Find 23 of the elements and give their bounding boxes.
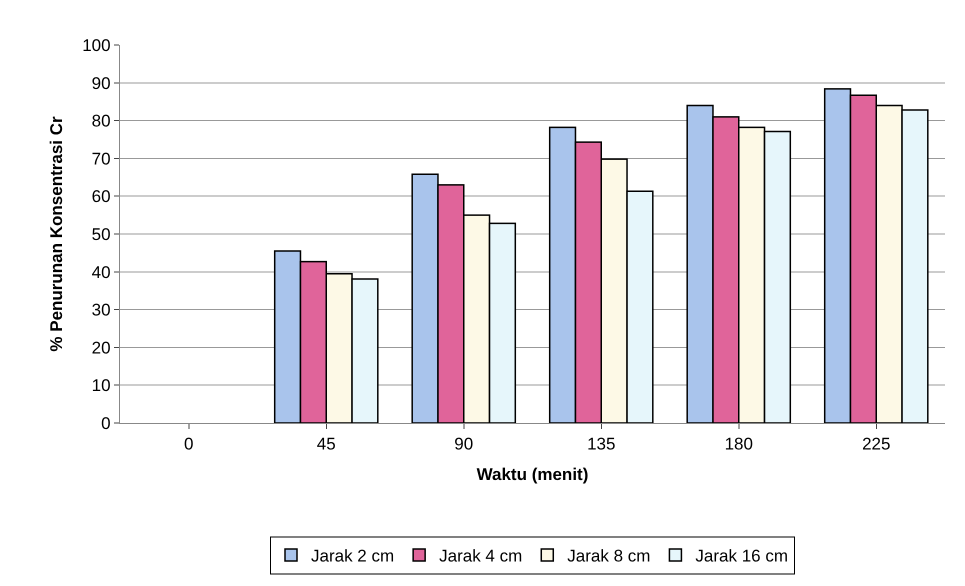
legend-label: Jarak 4 cm — [439, 546, 522, 566]
x-tick-label: 225 — [862, 434, 890, 454]
y-tick-label: 70 — [92, 149, 111, 168]
x-axis-title: Waktu (menit) — [476, 464, 588, 484]
y-tick-label: 80 — [92, 112, 111, 131]
x-tick-label: 0 — [184, 434, 194, 454]
y-tick-label: 60 — [92, 187, 111, 206]
x-tick-label: 90 — [454, 434, 474, 454]
y-tick-label: 30 — [92, 300, 111, 320]
y-tick-label: 90 — [92, 74, 111, 93]
x-tick-label: 45 — [316, 434, 336, 454]
legend-label: Jarak 16 cm — [695, 546, 788, 566]
legend-label: Jarak 2 cm — [311, 546, 394, 566]
x-tick-label: 135 — [587, 434, 616, 454]
x-tick-label: 180 — [724, 434, 753, 454]
y-tick-label: 40 — [92, 262, 111, 282]
y-tick-label: 0 — [101, 414, 111, 433]
y-tick-label: 10 — [92, 376, 111, 396]
y-tick-label: 20 — [92, 338, 111, 358]
y-tick-label: 50 — [92, 224, 111, 244]
y-tick-label: 100 — [82, 36, 111, 55]
y-axis-title: % Penurunan Konsentrasi Cr — [46, 116, 66, 352]
legend-label: Jarak 8 cm — [567, 546, 650, 566]
